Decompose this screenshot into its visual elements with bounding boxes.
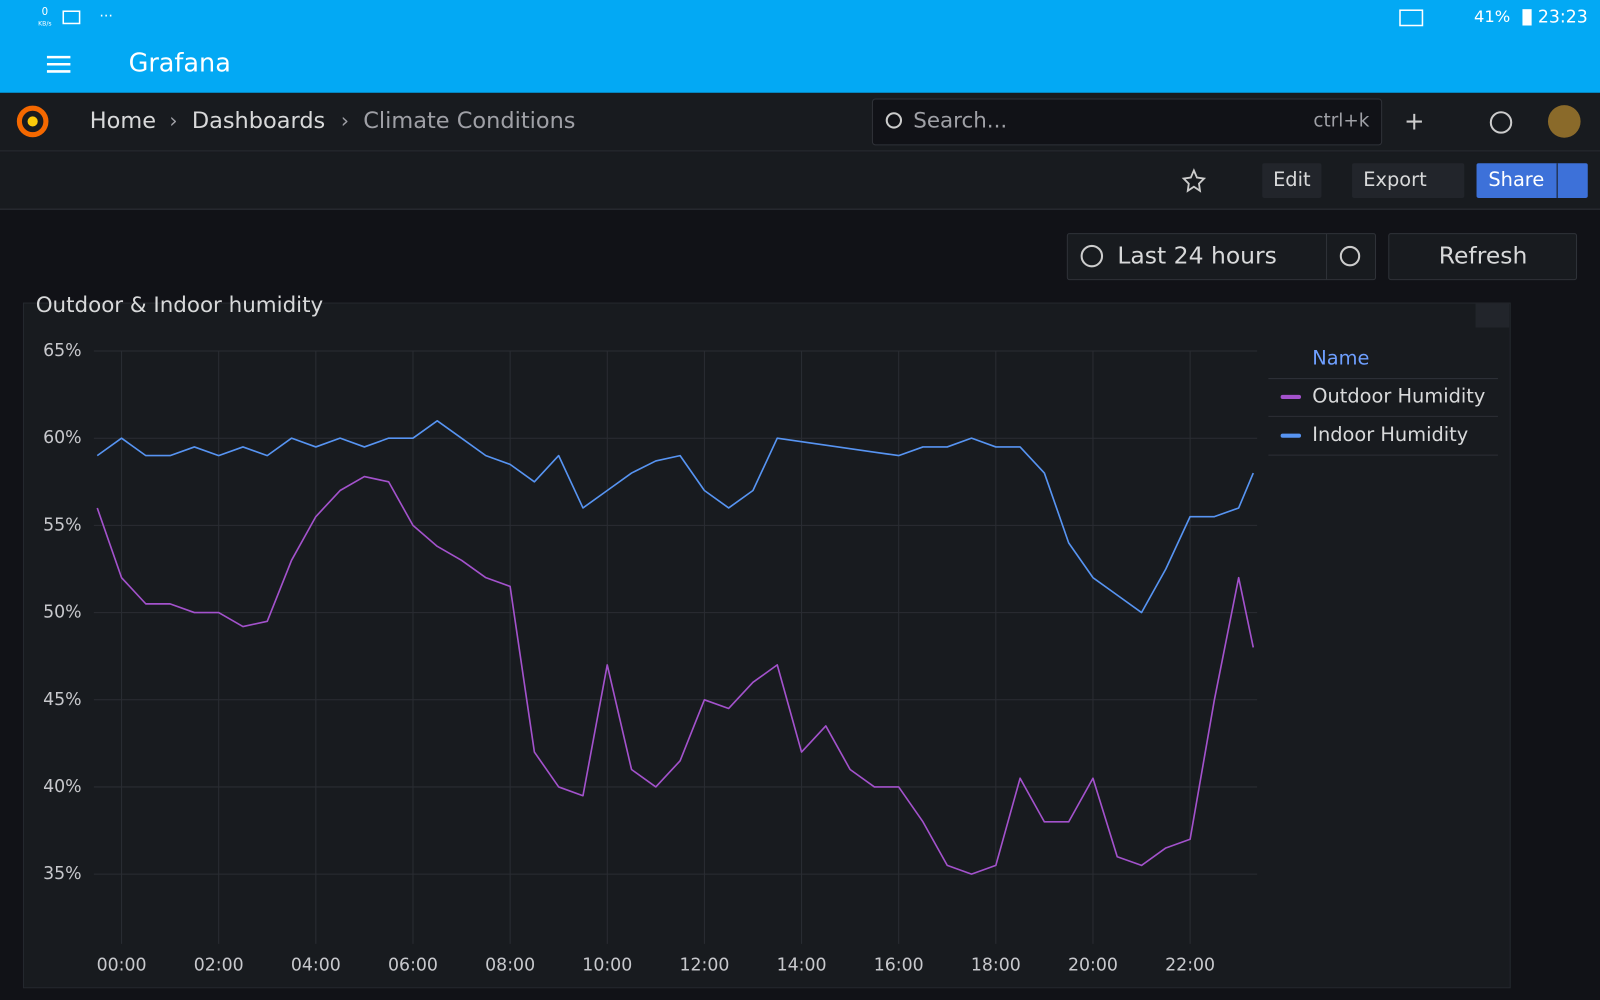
x-tick-label: 20:00	[1068, 955, 1118, 975]
search-placeholder: Search...	[913, 108, 1007, 133]
legend-header: Name	[1312, 347, 1369, 370]
export-button[interactable]	[1352, 163, 1465, 198]
breadcrumb-sep: ›	[169, 108, 177, 132]
avatar[interactable]	[1547, 105, 1581, 138]
menu-button[interactable]	[46, 55, 71, 73]
battery: 41%	[1474, 7, 1510, 26]
battery-icon	[1522, 9, 1532, 26]
toolbar	[0, 152, 1600, 210]
x-tick-label: 08:00	[485, 955, 535, 975]
app-bar-bg	[0, 0, 1600, 93]
edit-label: Edit	[1273, 168, 1311, 191]
net-unit: KB/s	[38, 20, 51, 27]
x-tick-label: 18:00	[971, 955, 1021, 975]
export-label: Export	[1363, 168, 1427, 191]
x-tick-label: 10:00	[582, 955, 632, 975]
share-label: Share	[1488, 168, 1544, 191]
y-tick-label: 65%	[43, 341, 82, 361]
time-range: Last 24 hours	[1117, 242, 1277, 270]
x-tick-label: 02:00	[194, 955, 244, 975]
legend-label: Indoor Humidity	[1312, 423, 1468, 446]
y-tick-label: 50%	[43, 603, 82, 623]
time-picker[interactable]	[1066, 233, 1377, 281]
star-button[interactable]	[1181, 168, 1207, 193]
x-tick-label: 00:00	[97, 955, 147, 975]
breadcrumb-current: Climate Conditions	[363, 108, 575, 134]
refresh-button[interactable]	[1388, 233, 1578, 281]
net-speed: 0	[42, 7, 48, 18]
y-tick-label: 55%	[43, 515, 82, 535]
cast-icon	[1399, 9, 1424, 27]
status-more: ···	[99, 8, 113, 24]
y-tick-label: 40%	[43, 777, 82, 797]
refresh-label: Refresh	[1439, 242, 1528, 270]
help-button[interactable]	[1489, 111, 1513, 134]
panel	[22, 302, 1511, 989]
y-tick-label: 45%	[43, 690, 82, 710]
app-title: Grafana	[129, 48, 231, 78]
logo-core	[27, 116, 38, 127]
panel-menu[interactable]	[1475, 303, 1510, 328]
x-tick-label: 06:00	[388, 955, 438, 975]
breadcrumb-sep: ›	[341, 108, 349, 132]
clock: 23:23	[1538, 7, 1588, 27]
series-line	[96, 475, 1255, 875]
breadcrumb-dashboards[interactable]: Dashboards	[192, 108, 325, 134]
status-icon	[62, 10, 81, 25]
share-button[interactable]	[1476, 163, 1588, 198]
breadcrumb-home[interactable]: Home	[90, 108, 156, 134]
x-tick-label: 04:00	[291, 955, 341, 975]
search-shortcut: ctrl+k	[1313, 110, 1369, 131]
plot: 35% 40% 45% 50% 55% 60% 65% 00:00 02:00 04:00 06:0…	[43, 341, 1498, 975]
y-tick-label: 35%	[43, 864, 82, 884]
y-tick-label: 60%	[43, 428, 82, 448]
x-tick-label: 22:00	[1165, 955, 1215, 975]
search-box[interactable]	[871, 98, 1383, 146]
add-button[interactable]: +	[1404, 106, 1425, 135]
grafana-logo[interactable]	[16, 105, 49, 138]
series-line	[96, 420, 1255, 614]
x-tick-label: 14:00	[777, 955, 827, 975]
search-icon	[885, 112, 903, 129]
legend-label: Outdoor Humidity	[1312, 384, 1485, 407]
x-tick-label: 12:00	[679, 955, 729, 975]
clock-icon	[1080, 244, 1104, 268]
panel-title: Outdoor & Indoor humidity	[36, 293, 324, 318]
edit-button[interactable]	[1262, 163, 1322, 198]
zoom-out[interactable]	[1339, 245, 1361, 267]
x-tick-label: 16:00	[874, 955, 924, 975]
